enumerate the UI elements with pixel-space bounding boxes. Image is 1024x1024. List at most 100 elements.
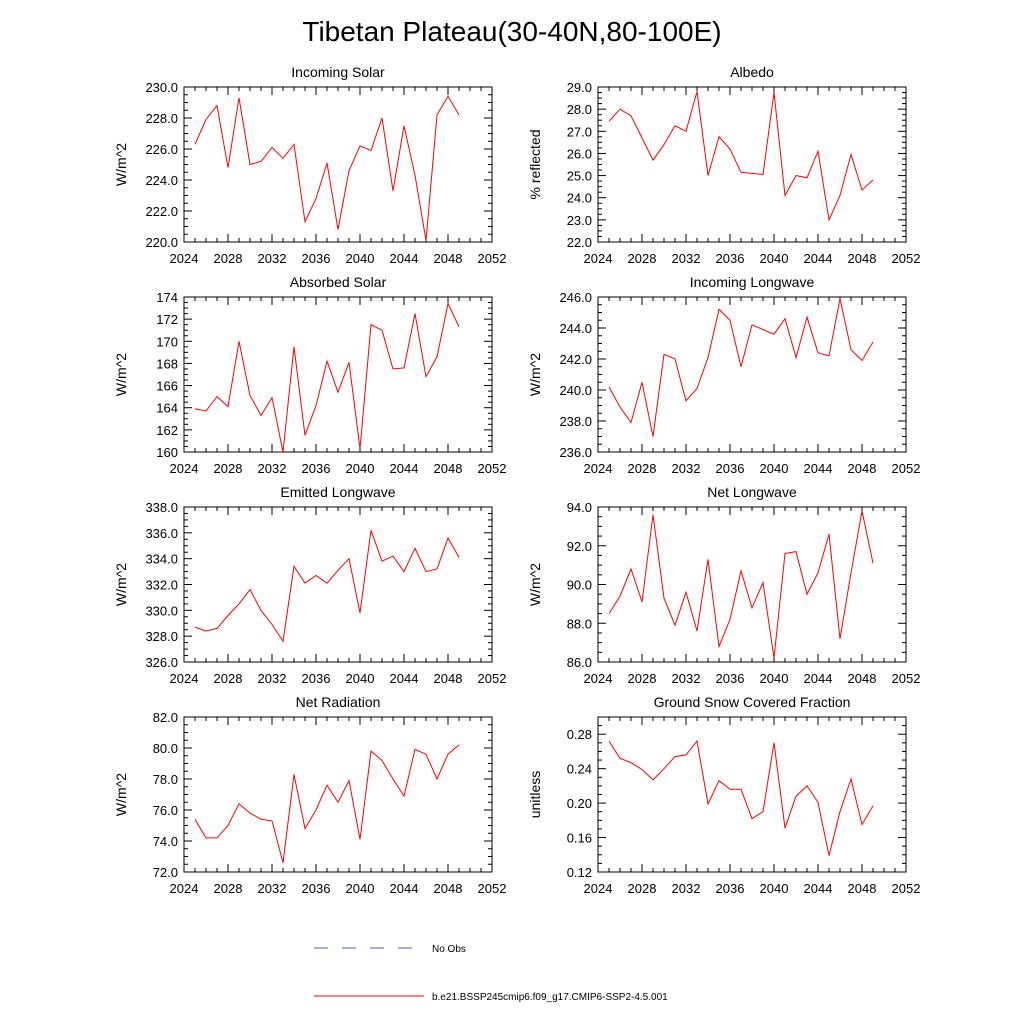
x-tick-label: 2048 — [434, 671, 463, 686]
x-tick-label: 2040 — [346, 881, 375, 896]
x-tick-label: 2024 — [170, 671, 199, 686]
y-axis-label: % reflected — [527, 129, 543, 199]
x-tick-label: 2040 — [760, 881, 789, 896]
x-tick-label: 2032 — [672, 671, 701, 686]
x-tick-label: 2032 — [258, 671, 287, 686]
y-tick-label: 162 — [156, 423, 178, 438]
y-tick-label: 0.24 — [567, 762, 592, 777]
plot-frame — [597, 716, 907, 873]
y-tick-label: 228.0 — [145, 111, 178, 126]
plot-frame — [597, 296, 907, 453]
panel-1: Albedo 22.0 23.0 24.0 25.0 26.0 27.0 28.0 29.0 20… — [527, 64, 920, 266]
x-tick-label: 2052 — [892, 251, 921, 266]
x-tick-label: 2028 — [214, 251, 243, 266]
x-tick-label: 2048 — [434, 881, 463, 896]
x-tick-label: 2048 — [434, 251, 463, 266]
x-tick-label: 2024 — [584, 671, 613, 686]
x-tick-label: 2048 — [848, 251, 877, 266]
x-tick-label: 2052 — [478, 881, 507, 896]
x-tick-label: 2044 — [804, 671, 833, 686]
y-tick-label: 224.0 — [145, 173, 178, 188]
y-tick-label: 330.0 — [145, 603, 178, 618]
y-tick-label: 174 — [156, 290, 178, 305]
y-tick-label: 0.20 — [567, 796, 592, 811]
series-line — [194, 95, 460, 241]
y-tick-label: 88.0 — [567, 616, 592, 631]
y-tick-label: 24.0 — [567, 191, 592, 206]
x-tick-label: 2036 — [302, 251, 331, 266]
y-tick-label: 80.0 — [153, 741, 178, 756]
y-tick-label: 94.0 — [567, 500, 592, 515]
x-tick-label: 2040 — [346, 671, 375, 686]
panel-6: Net Radiation 72.0 74.0 76.0 78.0 80.0 82.0 202… — [113, 694, 506, 896]
y-axis-label: W/m^2 — [113, 143, 129, 186]
y-tick-label: 236.0 — [559, 445, 592, 460]
plot-frame — [183, 86, 493, 243]
x-tick-label: 2040 — [346, 461, 375, 476]
y-tick-label: 22.0 — [567, 235, 592, 250]
x-tick-label: 2040 — [760, 461, 789, 476]
panel-title: Incoming Solar — [291, 64, 385, 80]
x-tick-label: 2044 — [804, 461, 833, 476]
y-tick-label: 238.0 — [559, 414, 592, 429]
plot-frame — [597, 86, 907, 243]
x-tick-label: 2024 — [170, 881, 199, 896]
series-line — [608, 91, 874, 222]
y-tick-label: 27.0 — [567, 124, 592, 139]
x-tick-label: 2036 — [302, 671, 331, 686]
legend-obs-label: No Obs — [432, 944, 466, 955]
y-tick-label: 240.0 — [559, 383, 592, 398]
x-tick-label: 2044 — [390, 251, 419, 266]
figure-title: Tibetan Plateau(30-40N,80-100E) — [302, 16, 721, 47]
y-tick-label: 172 — [156, 312, 178, 327]
x-tick-label: 2040 — [760, 671, 789, 686]
y-tick-label: 0.12 — [567, 865, 592, 880]
x-tick-label: 2028 — [214, 461, 243, 476]
x-tick-label: 2044 — [390, 671, 419, 686]
x-tick-label: 2036 — [716, 671, 745, 686]
plot-frame — [183, 716, 493, 873]
x-tick-label: 2052 — [478, 251, 507, 266]
panel-title: Incoming Longwave — [690, 274, 815, 290]
x-tick-label: 2036 — [716, 881, 745, 896]
x-tick-label: 2028 — [628, 461, 657, 476]
y-tick-label: 72.0 — [153, 865, 178, 880]
y-tick-label: 242.0 — [559, 352, 592, 367]
legend-model-label: b.e21.BSSP245cmip6.f09_g17.CMIP6-SSP2-4.… — [432, 992, 668, 1003]
y-tick-label: 170 — [156, 334, 178, 349]
x-tick-label: 2024 — [170, 251, 199, 266]
y-tick-label: 220.0 — [145, 235, 178, 250]
panel-title: Emitted Longwave — [280, 484, 395, 500]
x-tick-label: 2028 — [628, 671, 657, 686]
x-tick-label: 2040 — [346, 251, 375, 266]
x-tick-label: 2028 — [214, 671, 243, 686]
x-tick-label: 2036 — [302, 881, 331, 896]
x-tick-label: 2032 — [258, 881, 287, 896]
x-tick-label: 2032 — [672, 251, 701, 266]
series-line — [194, 530, 460, 643]
y-tick-label: 222.0 — [145, 204, 178, 219]
y-axis-label: unitless — [527, 771, 543, 818]
x-tick-label: 2024 — [170, 461, 199, 476]
y-tick-label: 332.0 — [145, 578, 178, 593]
panel-title: Net Radiation — [296, 694, 381, 710]
y-tick-label: 226.0 — [145, 142, 178, 157]
series-line — [608, 298, 874, 437]
y-tick-label: 166 — [156, 379, 178, 394]
x-tick-label: 2028 — [628, 251, 657, 266]
y-tick-label: 92.0 — [567, 539, 592, 554]
y-tick-label: 25.0 — [567, 169, 592, 184]
y-tick-label: 230.0 — [145, 80, 178, 95]
y-axis-label: W/m^2 — [113, 773, 129, 816]
x-tick-label: 2048 — [434, 461, 463, 476]
x-tick-label: 2048 — [848, 461, 877, 476]
y-tick-label: 74.0 — [153, 834, 178, 849]
series-line — [608, 510, 874, 659]
x-tick-label: 2052 — [892, 881, 921, 896]
x-tick-label: 2044 — [804, 251, 833, 266]
panel-0: Incoming Solar 220.0 222.0 224.0 226.0 228.0 2… — [113, 64, 506, 266]
y-tick-label: 336.0 — [145, 526, 178, 541]
legend: No Obs b.e21.BSSP245cmip6.f09_g17.CMIP6-… — [314, 944, 668, 1003]
x-tick-label: 2040 — [760, 251, 789, 266]
y-tick-label: 246.0 — [559, 290, 592, 305]
